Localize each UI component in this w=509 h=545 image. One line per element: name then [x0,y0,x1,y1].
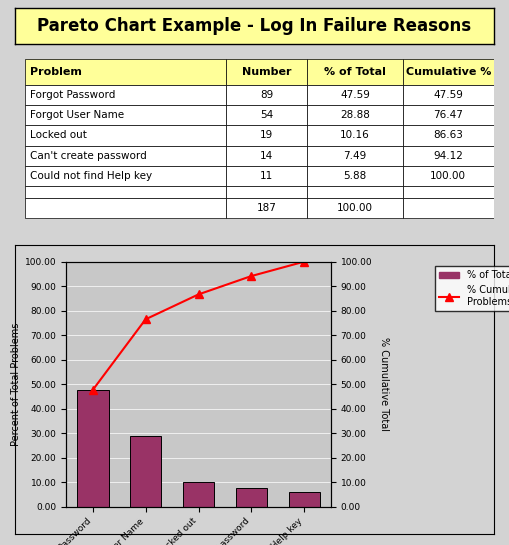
Text: 14: 14 [260,151,273,161]
Text: Cumulative %: Cumulative % [406,66,491,77]
FancyBboxPatch shape [403,85,494,105]
Text: Forgot User Name: Forgot User Name [30,110,124,120]
Bar [77,390,108,507]
Text: 94.12: 94.12 [433,151,463,161]
FancyBboxPatch shape [25,58,226,85]
FancyBboxPatch shape [307,186,403,198]
FancyBboxPatch shape [226,125,307,146]
FancyBboxPatch shape [307,125,403,146]
FancyBboxPatch shape [403,146,494,166]
Text: Could not find Help key: Could not find Help key [30,171,152,181]
Text: 54: 54 [260,110,273,120]
Text: 89: 89 [260,90,273,100]
FancyBboxPatch shape [403,198,494,219]
Bar [130,436,161,507]
FancyBboxPatch shape [403,125,494,146]
FancyBboxPatch shape [25,166,226,186]
FancyBboxPatch shape [25,85,226,105]
Text: Locked out: Locked out [30,130,87,141]
Text: 47.59: 47.59 [433,90,463,100]
Text: Can't create password: Can't create password [30,151,147,161]
Text: 7.49: 7.49 [344,151,366,161]
FancyBboxPatch shape [25,105,226,125]
Y-axis label: % Cumulative Total: % Cumulative Total [379,337,389,431]
FancyBboxPatch shape [307,198,403,219]
Text: 100.00: 100.00 [430,171,466,181]
Bar [289,493,320,507]
FancyBboxPatch shape [226,198,307,219]
Text: 19: 19 [260,130,273,141]
FancyBboxPatch shape [25,125,226,146]
Text: Forgot Password: Forgot Password [30,90,115,100]
FancyBboxPatch shape [25,198,226,219]
FancyBboxPatch shape [226,58,307,85]
FancyBboxPatch shape [403,166,494,186]
FancyBboxPatch shape [226,85,307,105]
Text: 47.59: 47.59 [340,90,370,100]
Text: % of Total: % of Total [324,66,386,77]
Text: 28.88: 28.88 [340,110,370,120]
FancyBboxPatch shape [403,58,494,85]
FancyBboxPatch shape [226,186,307,198]
Text: 76.47: 76.47 [433,110,463,120]
Y-axis label: Percent of Total Problems: Percent of Total Problems [11,323,21,446]
FancyBboxPatch shape [25,186,226,198]
FancyBboxPatch shape [403,186,494,198]
FancyBboxPatch shape [307,58,403,85]
Legend: % of Total, % Cumulative of
Problems: % of Total, % Cumulative of Problems [436,267,509,311]
Text: 5.88: 5.88 [344,171,366,181]
FancyBboxPatch shape [25,146,226,166]
FancyBboxPatch shape [307,146,403,166]
Text: Problem: Problem [30,66,81,77]
FancyBboxPatch shape [226,166,307,186]
Text: Pareto Chart Example - Log In Failure Reasons: Pareto Chart Example - Log In Failure Re… [38,17,471,35]
Text: 187: 187 [257,203,276,213]
FancyBboxPatch shape [226,146,307,166]
FancyBboxPatch shape [307,85,403,105]
FancyBboxPatch shape [307,166,403,186]
Text: 11: 11 [260,171,273,181]
Bar [236,488,267,507]
FancyBboxPatch shape [226,105,307,125]
Text: Number: Number [242,66,291,77]
Text: 10.16: 10.16 [340,130,370,141]
FancyBboxPatch shape [403,105,494,125]
Bar [183,482,214,507]
FancyBboxPatch shape [307,105,403,125]
Text: 86.63: 86.63 [433,130,463,141]
Text: 100.00: 100.00 [337,203,373,213]
